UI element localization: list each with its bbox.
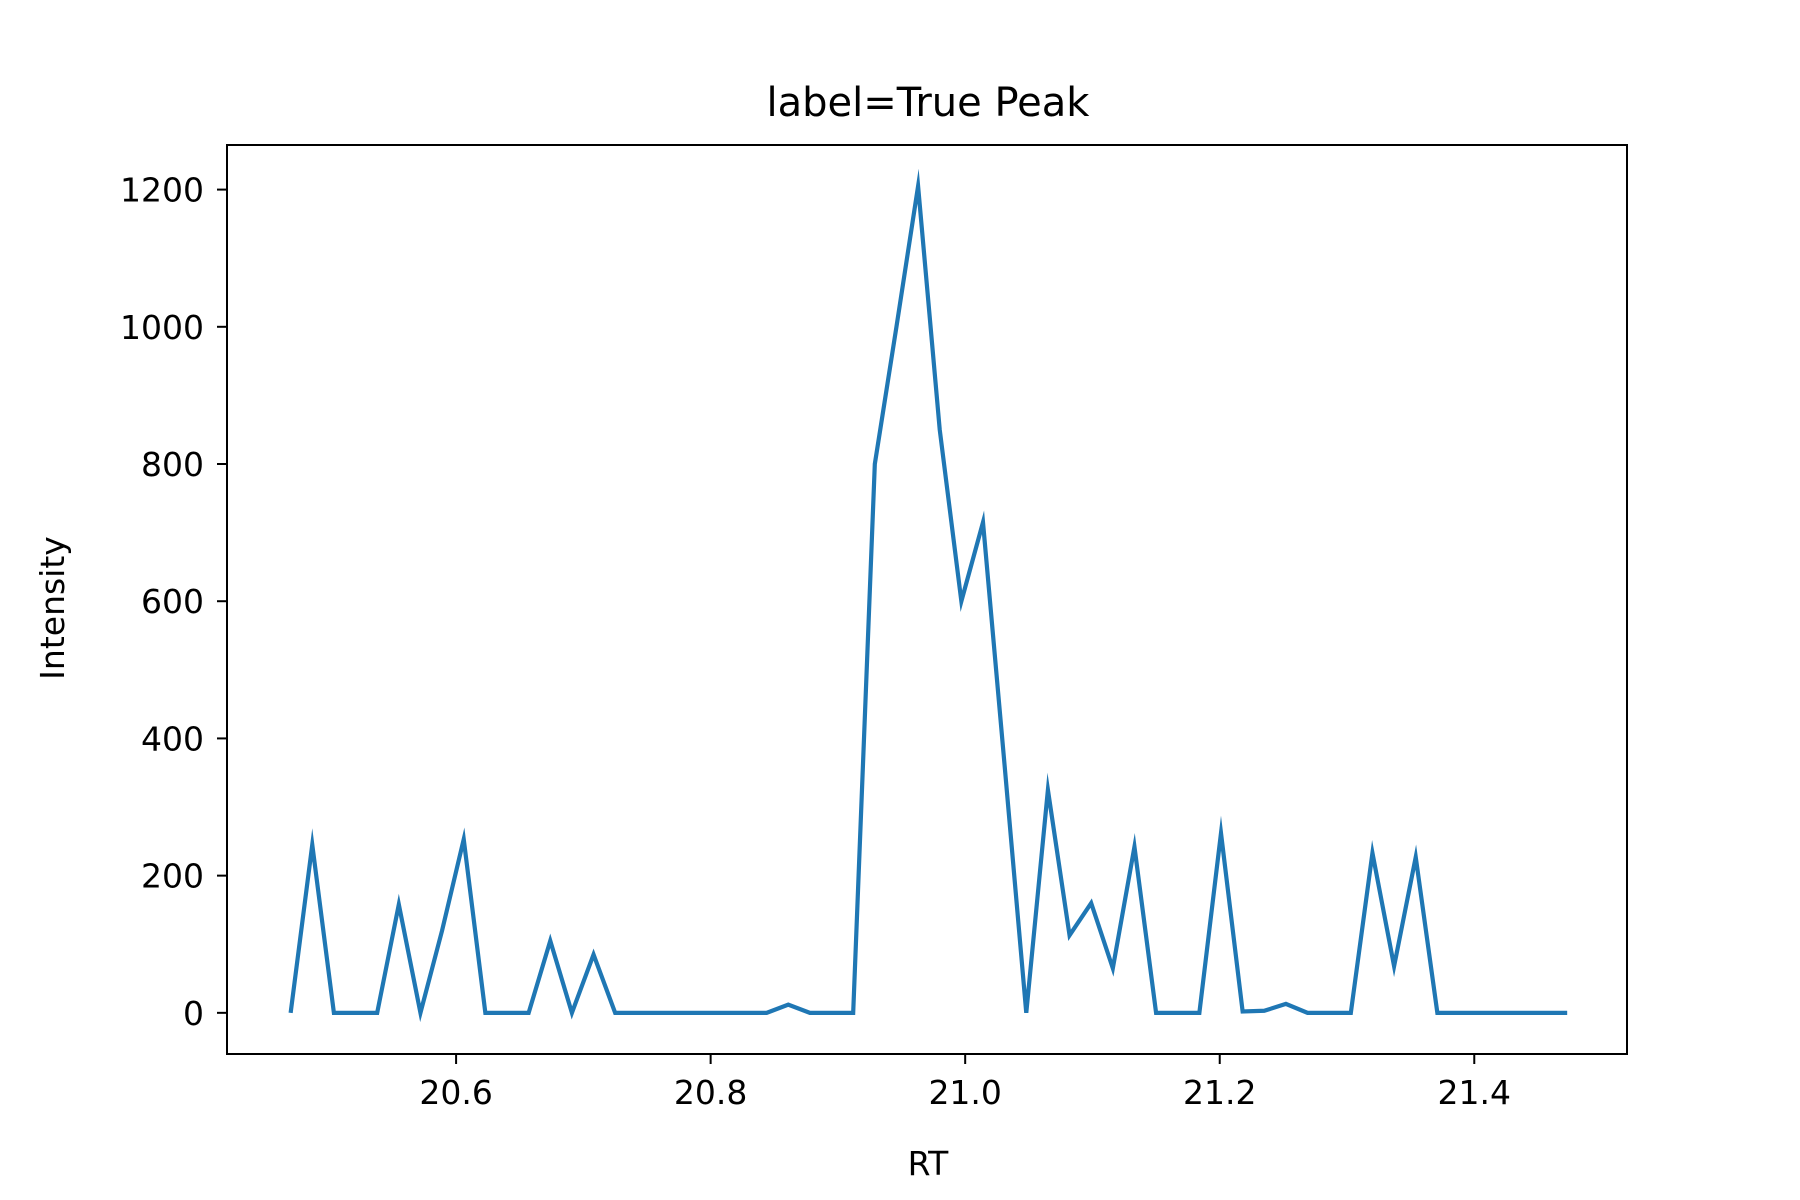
plot-area: 20.6 20.8 21.0 21.2 21.4 0 200 400 600 800 1000 120… bbox=[120, 144, 1628, 1112]
y-tick-label: 600 bbox=[141, 582, 204, 621]
y-tick-label: 400 bbox=[141, 719, 204, 758]
x-axis-label: RT bbox=[908, 1144, 950, 1183]
plot-frame bbox=[226, 144, 1628, 1055]
y-axis-label: Intensity bbox=[33, 536, 72, 680]
y-tick-label: 1200 bbox=[120, 171, 204, 210]
y-tick-label: 1000 bbox=[120, 308, 204, 347]
chart-title: label=True Peak bbox=[767, 80, 1091, 126]
series-line-0 bbox=[288, 168, 1568, 1023]
y-tick-label: 200 bbox=[141, 857, 204, 896]
x-tick-label: 21.2 bbox=[1183, 1073, 1256, 1112]
y-tick-label: 0 bbox=[183, 994, 204, 1033]
x-tick-label: 21.4 bbox=[1438, 1073, 1511, 1112]
x-tick-label: 21.0 bbox=[928, 1073, 1001, 1112]
y-tick-label: 800 bbox=[141, 445, 204, 484]
x-tick-label: 20.8 bbox=[674, 1073, 747, 1112]
x-tick-label: 20.6 bbox=[419, 1073, 492, 1112]
